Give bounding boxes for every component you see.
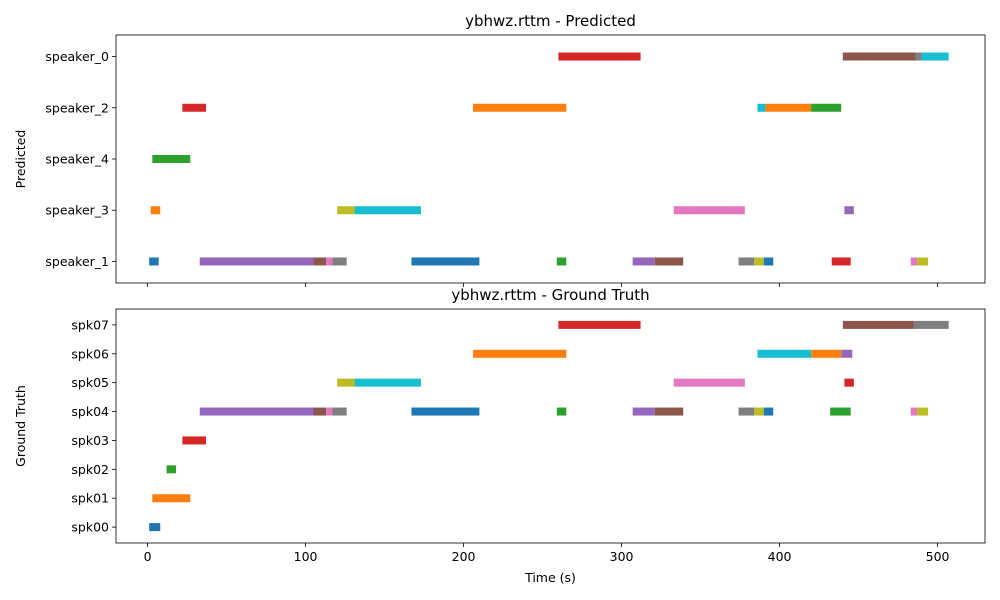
y-tick-label: spk07	[71, 317, 109, 332]
x-axis-label: Time (s)	[524, 570, 576, 585]
y-axis-label: Predicted	[13, 130, 28, 189]
segment-spk04	[199, 407, 314, 416]
segment-spk04	[313, 407, 327, 416]
segment-spk07	[913, 320, 949, 329]
segment-speaker_1	[917, 257, 929, 266]
y-axis-label: Ground Truth	[13, 385, 28, 467]
y-tick-label: speaker_0	[45, 49, 109, 64]
segment-spk04	[830, 407, 851, 416]
y-tick-label: spk01	[71, 491, 109, 506]
x-tick-label: 300	[610, 549, 634, 564]
segment-speaker_1	[149, 257, 159, 266]
chart-panel-0: speaker_0 speaker_2 speaker_4 speaker_3spea…	[13, 12, 986, 287]
segment-speaker_3	[337, 206, 355, 215]
segment-speaker_3	[354, 206, 421, 215]
segment-speaker_1	[199, 257, 314, 266]
segment-speaker_3	[673, 206, 745, 215]
segment-speaker_3	[150, 206, 161, 215]
segment-spk00	[149, 523, 161, 532]
segment-speaker_0	[915, 52, 922, 61]
segment-speaker_2	[757, 103, 766, 112]
segment-speaker_1	[831, 257, 851, 266]
segment-spk05	[337, 378, 355, 387]
segment-speaker_1	[332, 257, 347, 266]
y-tick-label: spk03	[71, 433, 109, 448]
segment-speaker_1	[654, 257, 684, 266]
segment-speaker_1	[632, 257, 655, 266]
plot-frame	[115, 308, 986, 544]
y-tick-label: spk00	[71, 520, 109, 535]
segment-spk07	[558, 320, 641, 329]
y-tick-label: spk05	[71, 375, 109, 390]
y-tick-label: spk04	[71, 404, 109, 419]
chart-title: ybhwz.rttm - Ground Truth	[451, 286, 649, 304]
segment-speaker_4	[152, 155, 191, 163]
segment-speaker_1	[763, 257, 774, 266]
chart-panel-1: spk07 spk06 spk05 spk04 spk03 spk02 spk01 spk00…	[13, 286, 986, 585]
segment-speaker_2	[182, 103, 207, 112]
chart-title: ybhwz.rttm - Predicted	[465, 12, 636, 30]
segment-spk04	[910, 407, 918, 416]
segment-speaker_0	[558, 52, 641, 61]
y-tick-label: spk02	[71, 462, 109, 477]
segment-spk06	[473, 349, 567, 358]
segment-spk02	[166, 465, 177, 474]
segment-speaker_3	[844, 206, 854, 215]
segment-spk04	[411, 407, 480, 416]
segment-spk04	[763, 407, 774, 416]
segment-spk03	[182, 436, 207, 445]
segment-spk04	[326, 407, 333, 416]
x-tick-label: 100	[294, 549, 318, 564]
segment-speaker_1	[910, 257, 918, 266]
y-tick-label: speaker_2	[45, 100, 109, 115]
segment-spk06	[811, 349, 842, 358]
segment-speaker_1	[738, 257, 755, 266]
y-tick-label: speaker_3	[45, 203, 109, 218]
segment-spk06	[841, 349, 853, 358]
segment-speaker_2	[811, 103, 842, 112]
segment-speaker_0	[842, 52, 916, 61]
segment-speaker_1	[313, 257, 327, 266]
segment-spk05	[673, 378, 745, 387]
y-tick-label: speaker_4	[45, 152, 109, 167]
segment-spk04	[754, 407, 764, 416]
x-tick-label: 0	[144, 549, 152, 564]
segment-spk04	[556, 407, 567, 416]
segment-spk04	[654, 407, 684, 416]
segment-spk01	[152, 494, 191, 503]
segment-speaker_0	[921, 52, 949, 61]
segment-spk04	[738, 407, 755, 416]
y-tick-label: speaker_1	[45, 254, 109, 269]
segment-spk07	[842, 320, 914, 329]
segment-speaker_1	[754, 257, 764, 266]
plot-frame	[115, 34, 986, 284]
y-tick-label: spk06	[71, 346, 109, 361]
x-tick-label: 400	[768, 549, 792, 564]
segment-spk05	[354, 378, 421, 387]
segment-spk05	[844, 378, 854, 387]
segment-spk06	[757, 349, 812, 358]
segment-spk04	[632, 407, 655, 416]
segment-speaker_2	[765, 103, 812, 112]
x-tick-label: 500	[926, 549, 950, 564]
segment-speaker_1	[326, 257, 333, 266]
segment-spk04	[917, 407, 929, 416]
segment-speaker_2	[473, 103, 567, 112]
segment-speaker_1	[411, 257, 480, 266]
x-tick-label: 200	[452, 549, 476, 564]
segment-spk04	[332, 407, 347, 416]
segment-speaker_1	[556, 257, 567, 266]
